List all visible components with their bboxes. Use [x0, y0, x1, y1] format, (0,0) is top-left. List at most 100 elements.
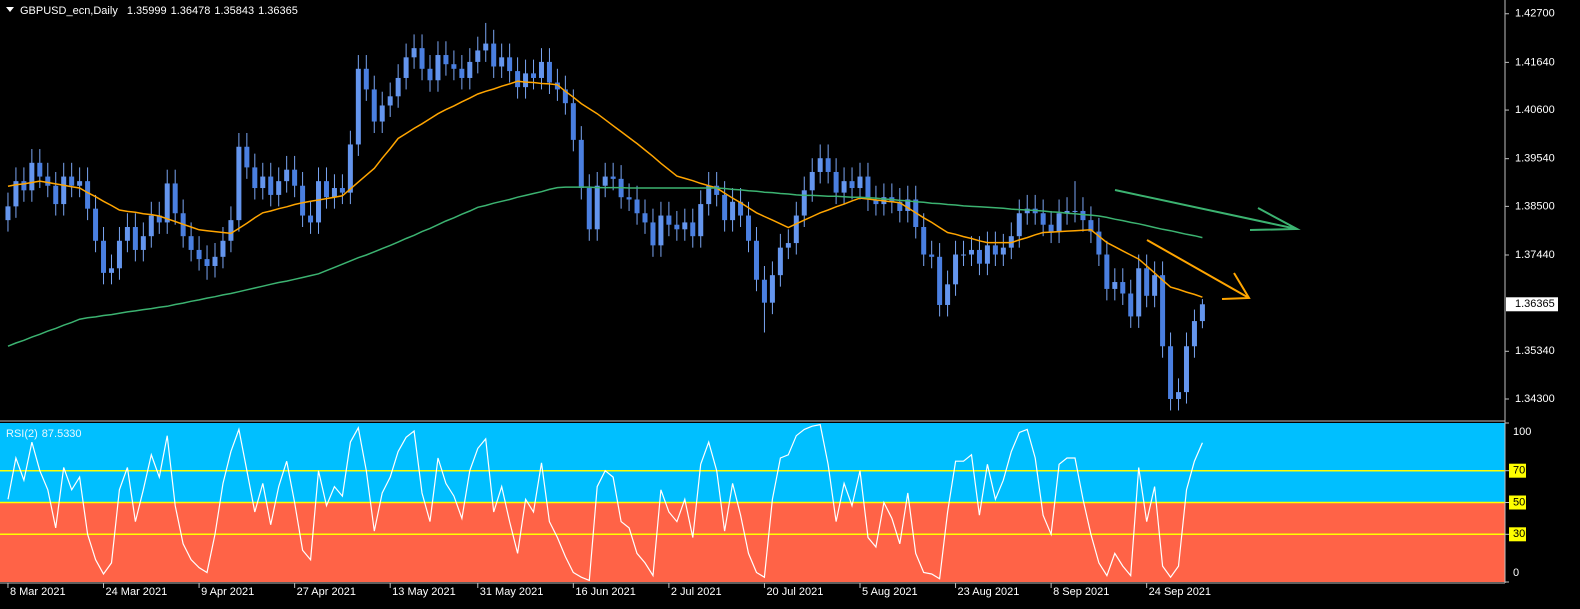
candle-body [308, 215, 314, 223]
candle-body [515, 71, 521, 88]
candle-body [140, 236, 146, 250]
candle-body [1136, 268, 1142, 317]
candle-body [483, 43, 489, 51]
candle-body [976, 249, 982, 264]
candle-body [658, 215, 664, 246]
candle-body [284, 169, 290, 182]
candle-body [108, 268, 114, 273]
candle-body [53, 185, 59, 205]
candle-body [1096, 231, 1102, 255]
candle-body [507, 57, 513, 72]
candle-body [538, 61, 544, 78]
candle-body [451, 64, 457, 69]
candle-body [172, 183, 178, 214]
candle-body [355, 68, 361, 145]
x-tick-label: 27 Apr 2021 [297, 586, 356, 598]
candle-body [546, 61, 552, 83]
candle-body [777, 247, 783, 276]
candle-body [124, 227, 130, 241]
level-label-box [1509, 495, 1526, 510]
candle-body [945, 284, 951, 305]
candle-body [363, 68, 369, 90]
candle-body [252, 167, 258, 189]
orange-trend-arrow [1146, 239, 1251, 300]
candle-body [953, 254, 959, 285]
candle-body [554, 82, 560, 90]
lower-zone [0, 502, 1505, 582]
y-tick-label: 100 [1513, 426, 1531, 438]
candle-body [260, 176, 266, 189]
y-tick-label: 1.38500 [1515, 200, 1555, 212]
candle-body [984, 245, 990, 264]
x-tick-label: 31 May 2021 [480, 586, 544, 598]
candle-body [212, 256, 218, 266]
candle-body [156, 215, 162, 223]
candle-body [1191, 321, 1197, 347]
y-tick-label: 30 [1513, 528, 1525, 540]
candle-body [85, 181, 91, 209]
candle-body [698, 204, 704, 237]
candle-body [761, 279, 767, 303]
candle-body [411, 48, 417, 58]
y-tick-label: 50 [1513, 496, 1525, 508]
candle-body [570, 103, 576, 140]
candle-body [467, 61, 473, 78]
candle-body [1104, 254, 1110, 289]
rsi-panel [0, 423, 1505, 582]
candle-body [268, 176, 274, 195]
candle-body [45, 176, 51, 186]
candle-body [475, 50, 481, 62]
candle-body [801, 190, 807, 216]
candle-body [435, 55, 441, 81]
candle-body [427, 68, 433, 81]
candle-body [347, 144, 353, 193]
candle-body [276, 181, 282, 195]
candle-body [1120, 282, 1126, 294]
symbol-menu-icon[interactable] [6, 7, 14, 12]
candle-body [674, 224, 680, 230]
candle-body [1024, 208, 1030, 214]
candle-body [220, 240, 226, 257]
moving-average-line [7, 186, 1203, 347]
candle-body [244, 146, 250, 168]
candle-body [921, 227, 927, 255]
current-price-box [1506, 297, 1558, 312]
rsi-current-value: 87.5330 [42, 428, 82, 440]
candle-body [1112, 282, 1118, 289]
candle-body [562, 89, 568, 104]
candle-body [809, 171, 815, 191]
candle-body [531, 73, 537, 78]
candle-body [849, 181, 855, 189]
candle-body [379, 105, 385, 122]
x-tick-label: 13 May 2021 [392, 586, 456, 598]
candle-body [443, 55, 449, 65]
x-tick-label: 9 Apr 2021 [201, 586, 254, 598]
y-tick-label: 1.39540 [1515, 153, 1555, 165]
candle-body [61, 176, 67, 205]
candle-body [1168, 346, 1174, 399]
rsi-name: RSI(2) [6, 428, 38, 440]
candle-body [316, 181, 322, 223]
candle-body [148, 215, 154, 237]
x-tick-label: 2 Jul 2021 [671, 586, 722, 598]
candle-body [236, 146, 242, 221]
candle-body [459, 68, 465, 78]
candle-body [578, 139, 584, 189]
candle-body [371, 89, 377, 122]
candle-body [1080, 210, 1086, 221]
candle-body [1072, 210, 1078, 212]
green-trend-arrow [1114, 189, 1301, 231]
candle-body [101, 240, 107, 273]
candle-body [116, 240, 122, 269]
candle-body [188, 236, 194, 250]
candle-body [650, 222, 656, 246]
candle-body [21, 181, 27, 191]
candle-body [323, 181, 329, 198]
axes: 1.42700 1.41640 1.40600 1.39540 1.38500 1.374… [0, 0, 1558, 598]
candle-body [730, 201, 736, 221]
candle-body [132, 227, 138, 250]
candle-body [93, 208, 99, 241]
candle-body [841, 181, 847, 193]
candle-body [961, 254, 967, 256]
